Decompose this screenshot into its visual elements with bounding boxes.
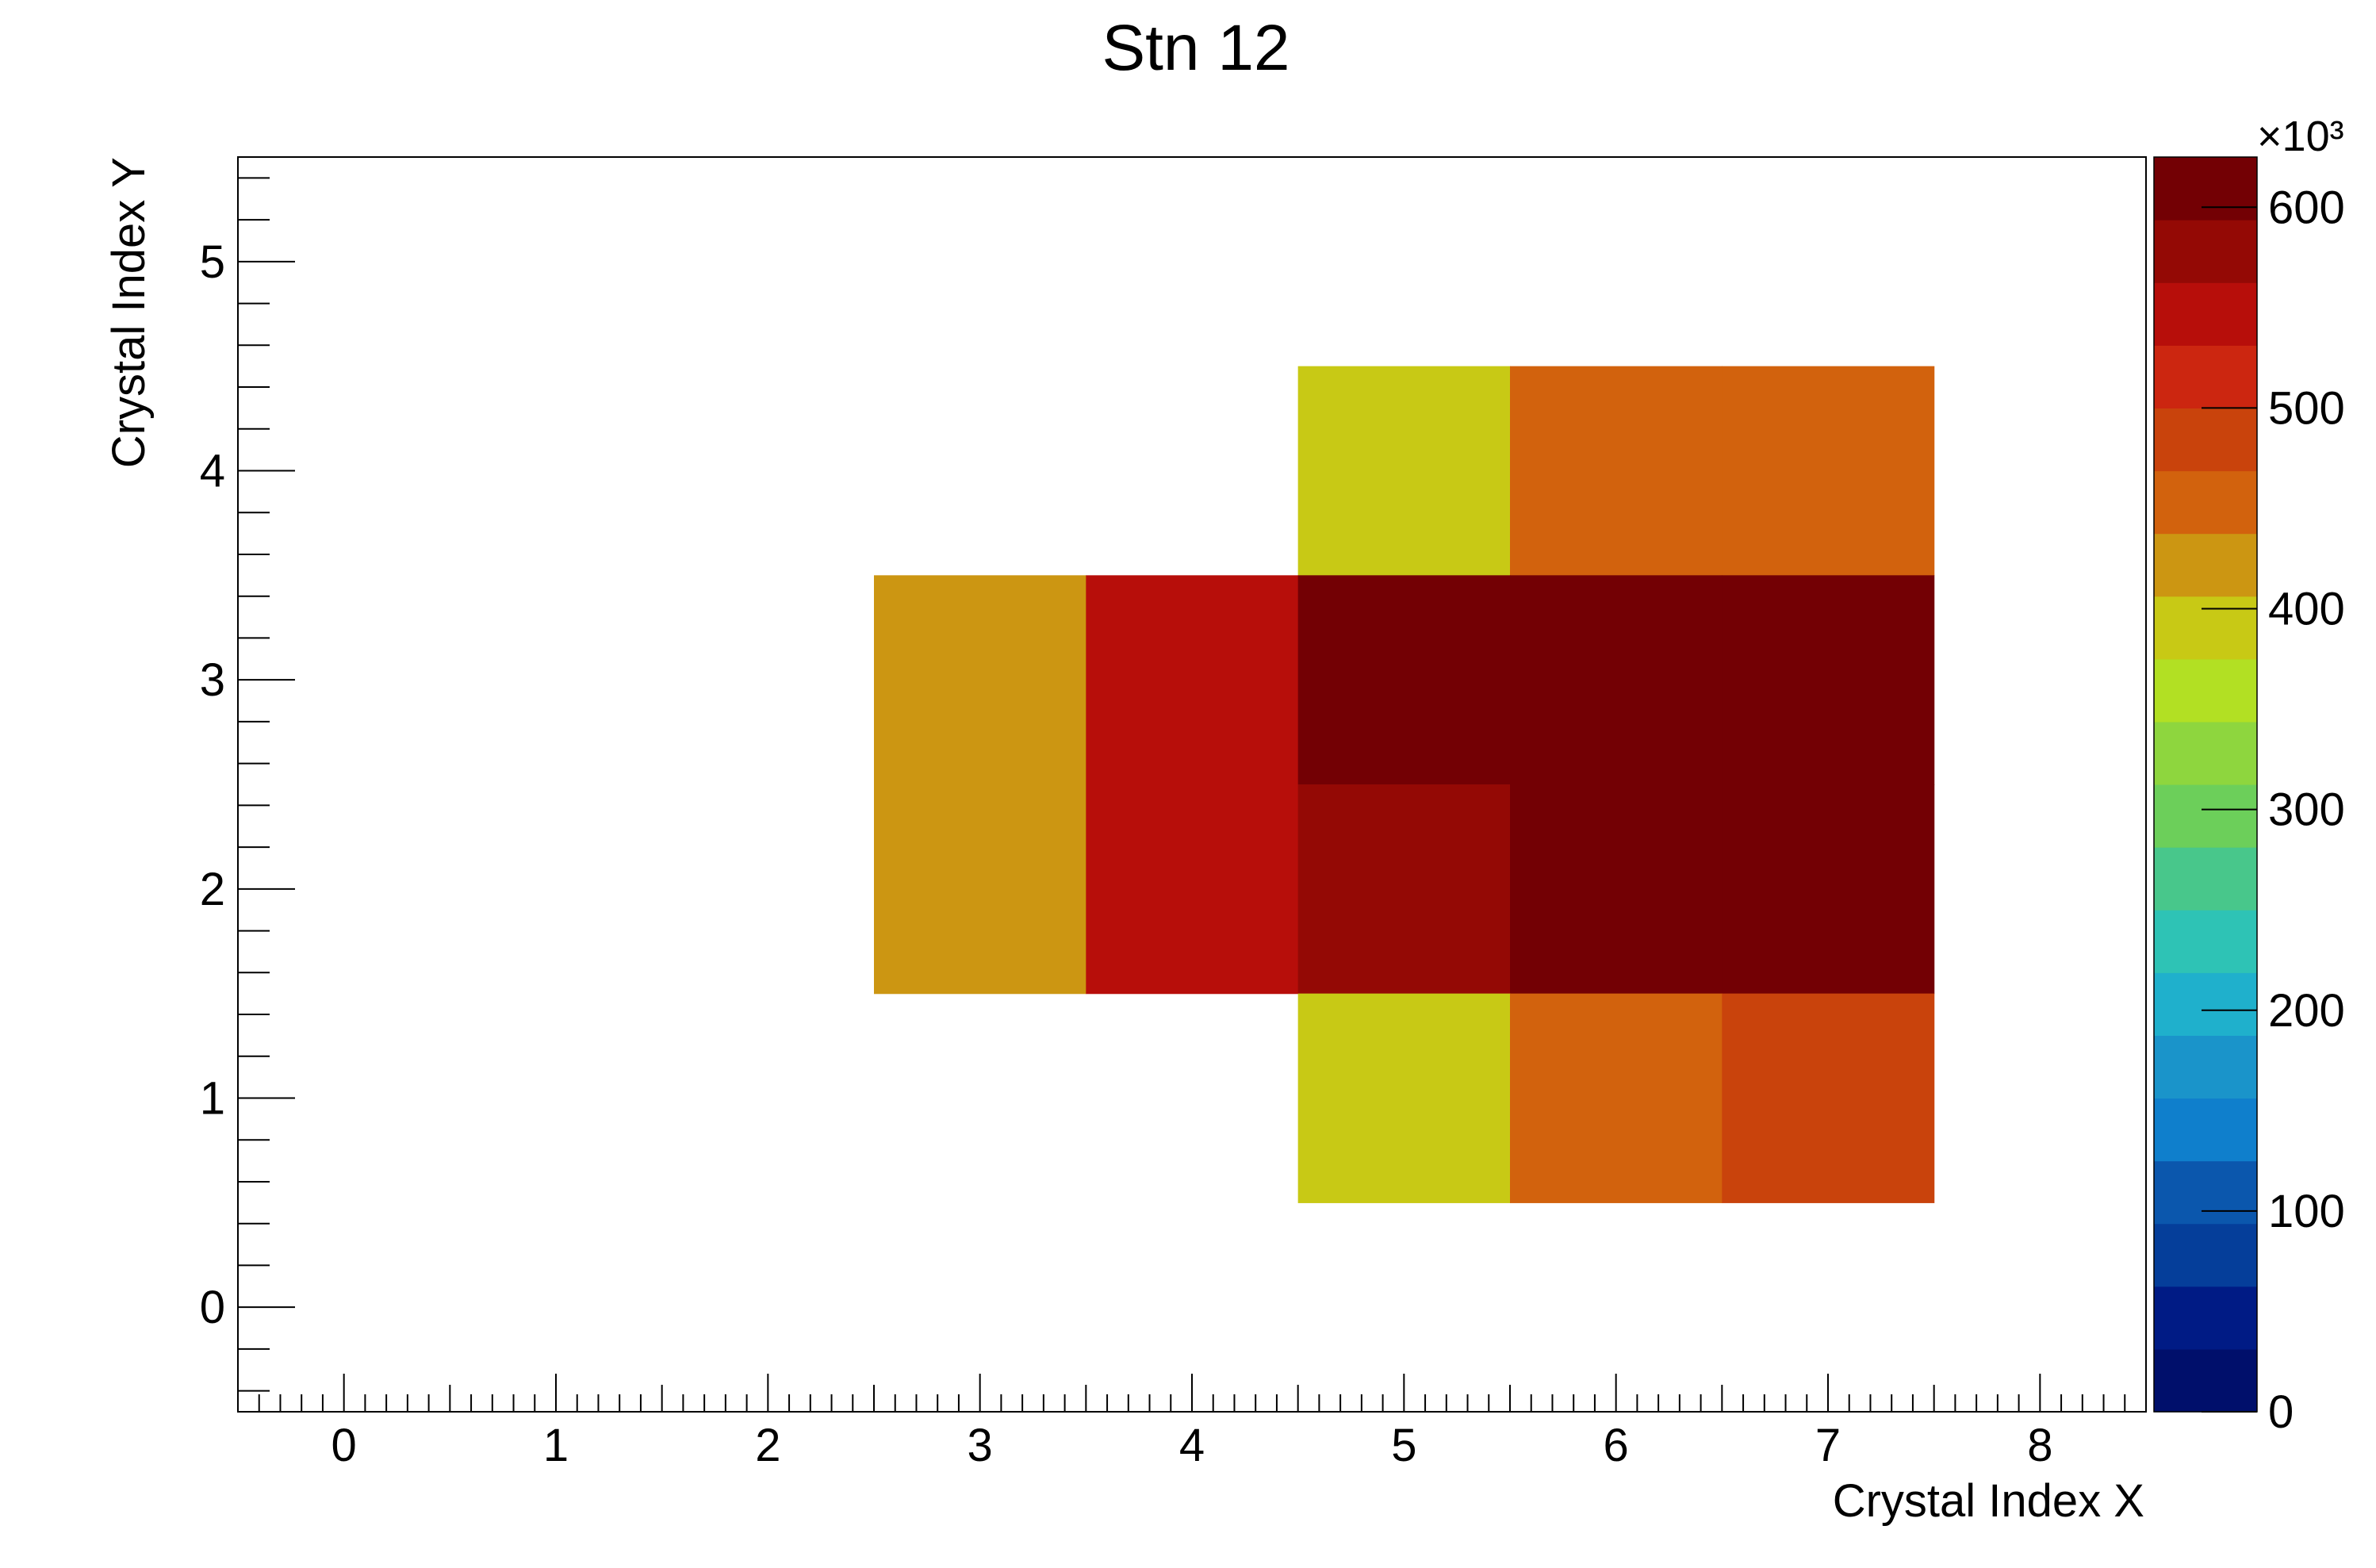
x-tick-label: 8 <box>2027 1420 2052 1471</box>
colorbar: 0 100 200 300 400 500 600 ×10³ <box>2153 113 2345 1438</box>
y-tick-label: 1 <box>200 1073 225 1125</box>
heatmap-cell <box>1510 366 1723 576</box>
heatmap-cells <box>874 366 1935 1203</box>
colorbar-segment <box>2154 1160 2257 1225</box>
heatmap-cell <box>1722 575 1935 785</box>
heatmap-cell <box>1722 784 1935 995</box>
colorbar-segment <box>2154 1098 2257 1162</box>
colorbar-segment <box>2154 847 2257 911</box>
heatmap-cell <box>1722 366 1935 576</box>
x-tick-label: 1 <box>543 1420 569 1471</box>
colorbar-segment <box>2154 1286 2257 1350</box>
y-tick-label: 4 <box>200 446 225 497</box>
heatmap-cell <box>1086 784 1299 995</box>
heatmap-cell <box>874 784 1086 995</box>
x-tick-label: 4 <box>1179 1420 1205 1471</box>
colorbar-segment <box>2154 1348 2257 1413</box>
y-axis-label: Crystal Index Y <box>103 157 155 468</box>
colorbar-tick-label: 600 <box>2268 182 2345 233</box>
y-tick-label: 3 <box>200 654 225 706</box>
x-tick-label: 5 <box>1391 1420 1416 1471</box>
colorbar-segment <box>2154 282 2257 346</box>
colorbar-segment <box>2154 596 2257 660</box>
colorbar-segment <box>2154 157 2257 220</box>
colorbar-segment <box>2154 470 2257 535</box>
heatmap-cell <box>1297 575 1511 785</box>
colorbar-segment <box>2154 784 2257 848</box>
heatmap-cell <box>1510 575 1723 785</box>
heatmap-cell <box>1297 366 1511 576</box>
heatmap-cell <box>1297 993 1511 1203</box>
y-tick-label: 2 <box>200 864 225 915</box>
colorbar-tick-label: 500 <box>2268 382 2345 434</box>
x-tick-label: 0 <box>331 1420 357 1471</box>
x-tick-label: 3 <box>968 1420 993 1471</box>
colorbar-tick-label: 200 <box>2268 985 2345 1037</box>
heatmap-cell <box>874 575 1086 785</box>
heatmap-cell <box>1086 575 1299 785</box>
heatmap-cell <box>1510 993 1723 1203</box>
x-tick-label: 2 <box>755 1420 780 1471</box>
heatmap-cell <box>1722 993 1935 1203</box>
colorbar-segment <box>2154 1035 2257 1099</box>
colorbar-segment <box>2154 910 2257 973</box>
colorbar-tick-label: 400 <box>2268 584 2345 635</box>
colorbar-tick-label: 300 <box>2268 784 2345 836</box>
colorbar-segment <box>2154 1223 2257 1287</box>
colorbar-tick-label: 0 <box>2268 1386 2294 1438</box>
heatmap-cell <box>1510 784 1723 995</box>
colorbar-segment <box>2154 408 2257 472</box>
colorbar-multiplier-label: ×10³ <box>2257 113 2344 160</box>
x-tick-label: 6 <box>1604 1420 1629 1471</box>
colorbar-segment <box>2154 721 2257 785</box>
colorbar-segment <box>2154 658 2257 723</box>
chart-title: Stn 12 <box>1102 12 1290 84</box>
colorbar-segment <box>2154 345 2257 408</box>
colorbar-tick-label: 100 <box>2268 1186 2345 1237</box>
axes: 0 1 2 3 4 5 6 7 8 0 1 2 3 4 5 <box>200 156 2147 1471</box>
colorbar-segment <box>2154 220 2257 283</box>
y-tick-label: 5 <box>200 236 225 288</box>
colorbar-segment <box>2154 533 2257 597</box>
colorbar-segment <box>2154 972 2257 1036</box>
x-tick-label: 7 <box>1815 1420 1841 1471</box>
x-axis-label: Crystal Index X <box>1833 1475 2144 1527</box>
heatmap-cell <box>1297 784 1511 995</box>
y-tick-label: 0 <box>200 1282 225 1333</box>
